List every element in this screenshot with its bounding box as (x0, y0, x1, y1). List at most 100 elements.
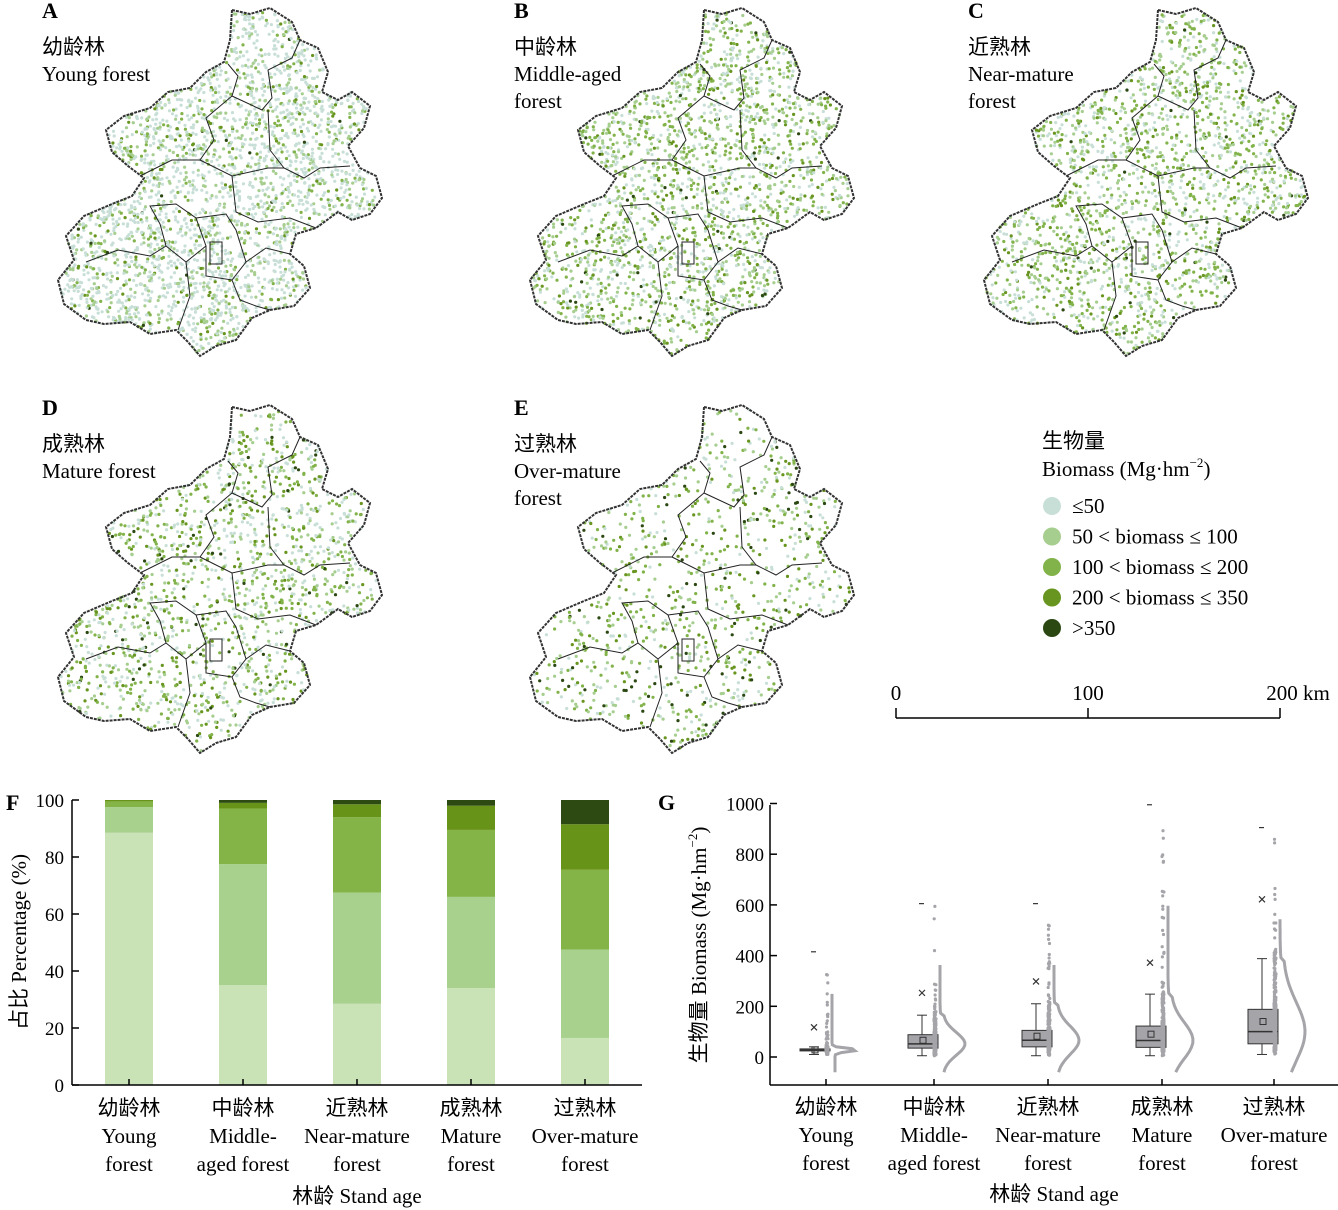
f-xtick-label: 成熟林 (440, 1096, 503, 1120)
g-violin-1 (830, 993, 859, 1073)
g-xtick-label: forest (1138, 1151, 1186, 1175)
f-bar-seg-3-4 (333, 804, 381, 818)
scale-label-0: 0 (891, 681, 902, 705)
f-xtick-label: Over-mature (532, 1124, 639, 1148)
map-dots (531, 11, 850, 356)
f-bar-seg-1-1 (105, 832, 153, 1085)
g-box-5 (1247, 826, 1307, 1073)
map-title-en: Middle-aged (514, 62, 622, 86)
f-xtick-label: Young (101, 1124, 157, 1148)
legend-title-cn: 生物量 (1042, 429, 1105, 453)
f-bar-seg-5-3 (561, 869, 609, 950)
map-a: A 幼龄林 Young forest (42, 0, 383, 357)
f-ytick-label: 0 (55, 1076, 65, 1097)
map-c: C 近熟林 Near-mature forest (968, 0, 1309, 357)
f-bar-seg-3-3 (333, 817, 381, 893)
f-bar-seg-4-5 (447, 800, 495, 806)
g-ylabel: 生物量 Biomass (Mg·hm−2) (685, 827, 711, 1064)
g-ytick-label: 1000 (726, 795, 764, 816)
g-box-1 (799, 951, 859, 1073)
map-title-cn: 幼龄林 (42, 35, 105, 59)
f-bar-seg-4-4 (447, 805, 495, 830)
f-ytick-label: 100 (36, 791, 65, 812)
f-bar-seg-2-5 (219, 800, 267, 803)
f-bar-seg-3-5 (333, 800, 381, 805)
g-points-1 (824, 973, 830, 1056)
f-ylabel: 占比 Percentage (%) (7, 854, 31, 1030)
f-xtick-label: aged forest (197, 1152, 290, 1176)
g-violin-2 (938, 965, 967, 1073)
map-title-en: Near-mature (968, 62, 1074, 86)
map-title-en: Over-mature (514, 459, 621, 483)
f-bar-seg-2-1 (219, 985, 267, 1085)
f-bar-seg-1-4 (105, 800, 153, 802)
panel-label-g: G (658, 790, 675, 815)
f-ytick-label: 60 (45, 905, 64, 926)
map-d: D 成熟林 Mature forest (42, 395, 383, 754)
map-dots (532, 408, 851, 750)
g-ytick-label: 800 (736, 845, 765, 866)
f-bar-seg-5-4 (561, 824, 609, 870)
g-ytick-label: 600 (736, 896, 765, 917)
f-xtick-label: forest (561, 1152, 609, 1176)
f-xtick-label: Middle- (209, 1124, 277, 1148)
legend-swatch-1 (1043, 497, 1061, 515)
g-xtick-label: 近熟林 (1017, 1095, 1080, 1119)
f-xtick-label: Mature (441, 1124, 502, 1148)
panel-label-d: D (42, 395, 58, 420)
g-ytick-label: 200 (736, 997, 765, 1018)
f-bar-seg-5-5 (561, 800, 609, 825)
legend-label-5: >350 (1072, 616, 1115, 640)
chart-f: F 0 20 40 60 80 100 幼龄林 Young forest 中龄林 Middle-a… (6, 790, 642, 1208)
panel-label-e: E (514, 395, 529, 420)
g-xtick-label: 幼龄林 (795, 1095, 858, 1119)
g-xtick-label: forest (802, 1151, 850, 1175)
g-xtick-label: forest (1250, 1151, 1298, 1175)
legend-title-en: Biomass (Mg·hm−2) (1042, 455, 1210, 481)
f-xtick-label: Near-mature (304, 1124, 410, 1148)
map-title-en: Mature forest (42, 459, 156, 483)
g-xtick-label: Mature (1132, 1123, 1193, 1147)
f-xtick-label: 过熟林 (554, 1096, 617, 1120)
f-bar-seg-5-1 (561, 1037, 609, 1085)
map-e: E 过熟林 Over-mature forest (514, 395, 855, 754)
f-bar-seg-2-4 (219, 802, 267, 809)
map-dots (984, 13, 1308, 355)
legend-swatch-4 (1043, 588, 1061, 607)
legend-swatch-3 (1043, 558, 1061, 576)
f-bar-seg-3-1 (333, 1003, 381, 1085)
g-points-5 (1272, 837, 1278, 1056)
scale-bar: 0 100 200 km (891, 681, 1330, 719)
legend-swatch-2 (1043, 527, 1061, 546)
f-bar-seg-2-2 (219, 864, 267, 986)
scale-label-200: 200 km (1266, 681, 1330, 705)
g-box-2 (907, 903, 967, 1073)
g-xtick-label: 成熟林 (1131, 1095, 1194, 1119)
f-bar-seg-1-2 (105, 807, 153, 833)
f-xtick-label: forest (447, 1152, 495, 1176)
f-xlabel: 林龄 Stand age (292, 1184, 421, 1208)
g-xtick-label: forest (1024, 1151, 1072, 1175)
f-bar-seg-4-3 (447, 829, 495, 897)
legend-label-1: ≤50 (1072, 494, 1105, 518)
f-ytick-label: 20 (45, 1019, 64, 1040)
g-points-4 (1160, 829, 1166, 1058)
legend-label-3: 100 < biomass ≤ 200 (1072, 555, 1248, 579)
g-xtick-label: 中龄林 (903, 1095, 966, 1119)
map-legend: 生物量 Biomass (Mg·hm−2) ≤50 50 < biomass ≤ … (1042, 429, 1248, 640)
f-bar-seg-5-2 (561, 949, 609, 1038)
panel-label-a: A (42, 0, 58, 23)
g-xtick-label: Near-mature (995, 1123, 1101, 1147)
f-xtick-label: forest (105, 1152, 153, 1176)
map-title-cn: 成熟林 (42, 432, 105, 456)
map-dots (59, 410, 378, 753)
f-bar-seg-1-3 (105, 801, 153, 808)
f-bar-seg-4-1 (447, 988, 495, 1085)
f-ytick-label: 40 (45, 962, 64, 983)
map-title-en-2: forest (968, 89, 1016, 113)
f-bar-seg-3-2 (333, 892, 381, 1004)
map-title-cn: 过熟林 (514, 432, 577, 456)
g-box-4 (1135, 804, 1195, 1073)
map-b: B 中龄林 Middle-aged forest (514, 0, 855, 357)
